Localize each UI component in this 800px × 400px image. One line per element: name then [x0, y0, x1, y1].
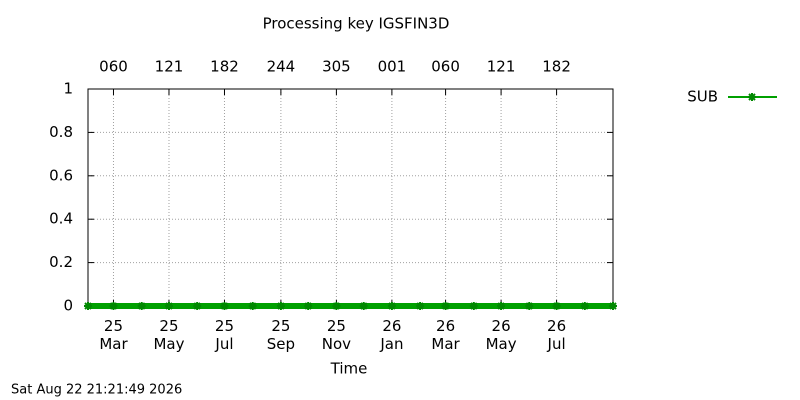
point: [276, 302, 285, 310]
chart-title: Processing key IGSFIN3D: [263, 15, 450, 33]
point: [248, 302, 257, 310]
x2-tick-label: 121: [155, 58, 184, 76]
x2-tick-label: 305: [322, 58, 351, 76]
x-tick-label: 25 Sep: [266, 317, 296, 353]
x2-tick-label: 060: [431, 58, 460, 76]
x-tick-label: 26 Jan: [380, 317, 404, 353]
x-tick-label: 26 Mar: [431, 317, 460, 353]
footer: Sat Aug 22 21:21:49 2026: [11, 383, 182, 398]
y-tick-label: 0: [63, 297, 73, 315]
y-tick-label: 1: [63, 80, 73, 98]
point: [137, 302, 146, 310]
x-axis-label: Time: [330, 360, 368, 378]
x-tick-label: 26 May: [485, 317, 517, 353]
legend-label: SUB: [687, 88, 718, 106]
legend-marker: [748, 93, 756, 101]
y-tick-label: 0.8: [49, 123, 73, 141]
x-tick-label: 25 Nov: [321, 317, 352, 353]
plot-frame: [87, 88, 614, 307]
point: [84, 302, 92, 310]
point: [441, 302, 450, 310]
y-tick-label: 0.4: [49, 210, 73, 228]
point: [193, 302, 202, 310]
x-tick-label: 26 Jul: [547, 317, 567, 353]
x-tick-label: 25 May: [153, 317, 185, 353]
point: [497, 302, 506, 310]
point: [416, 302, 425, 310]
point: [552, 302, 561, 310]
point: [609, 302, 617, 310]
point: [469, 302, 478, 310]
x2-tick-label: 244: [267, 58, 296, 76]
y-tick-label: 0.2: [49, 253, 73, 271]
x2-tick-label: 001: [378, 58, 407, 76]
x2-tick-label: 182: [210, 58, 239, 76]
point: [109, 302, 118, 310]
x-tick-label: 25 Jul: [214, 317, 235, 353]
point: [580, 302, 589, 310]
x-tick-label: 25 Mar: [99, 317, 128, 353]
x2-tick-label: 182: [542, 58, 571, 76]
point: [332, 302, 341, 310]
x2-tick-label: 060: [99, 58, 128, 76]
y-tick-label: 0.6: [49, 166, 73, 184]
point: [359, 302, 368, 310]
x2-tick-label: 121: [487, 58, 516, 76]
point: [220, 302, 229, 310]
point: [387, 302, 396, 310]
point: [525, 302, 534, 310]
point: [164, 302, 173, 310]
point: [304, 302, 313, 310]
